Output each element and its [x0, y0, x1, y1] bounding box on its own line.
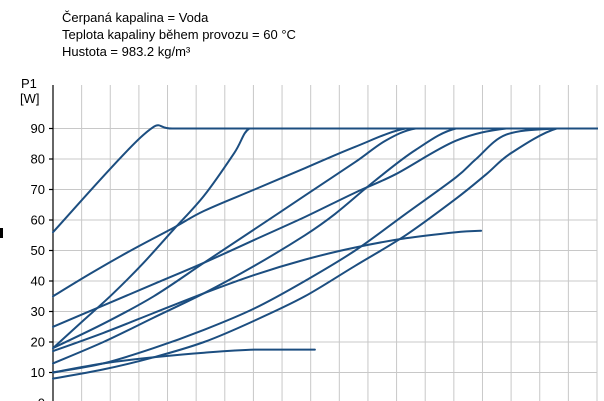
y-axis-label-name: P1 — [21, 76, 37, 91]
y-tick-label: 0 — [38, 396, 45, 401]
y-tick-label: 90 — [31, 121, 45, 136]
power-curve-7 — [52, 127, 598, 374]
y-tick-label: 10 — [31, 365, 45, 380]
y-tick-label: 70 — [31, 182, 45, 197]
y-tick-label: 20 — [31, 335, 45, 350]
fluid-label: Čerpaná kapalina = Voda — [62, 10, 209, 25]
density-label: Hustota = 983.2 kg/m³ — [62, 44, 191, 59]
temperature-label: Teplota kapaliny během provozu = 60 °C — [62, 27, 296, 42]
power-curve-6 — [52, 127, 598, 365]
power-curve-9 — [52, 229, 483, 353]
grid — [53, 85, 598, 401]
axes — [49, 85, 54, 401]
power-curve-10 — [52, 348, 316, 374]
y-tick-labels: 0 10 20 30 40 50 60 70 80 90 — [31, 121, 45, 401]
power-curve-1 — [52, 124, 598, 234]
y-tick-label: 40 — [31, 274, 45, 289]
pump-info: Čerpaná kapalina = Voda Teplota kapaliny… — [62, 9, 296, 60]
y-tick-label: 30 — [31, 304, 45, 319]
curves — [52, 124, 598, 380]
power-curve-5 — [52, 127, 598, 350]
power-curve-4 — [52, 127, 598, 350]
y-axis-label-unit: [W] — [20, 91, 40, 106]
power-curve-3 — [52, 127, 598, 328]
y-tick-label: 80 — [31, 152, 45, 167]
y-tick-label: 60 — [31, 213, 45, 228]
left-edge-marker — [0, 228, 3, 238]
y-tick-label: 50 — [31, 243, 45, 258]
